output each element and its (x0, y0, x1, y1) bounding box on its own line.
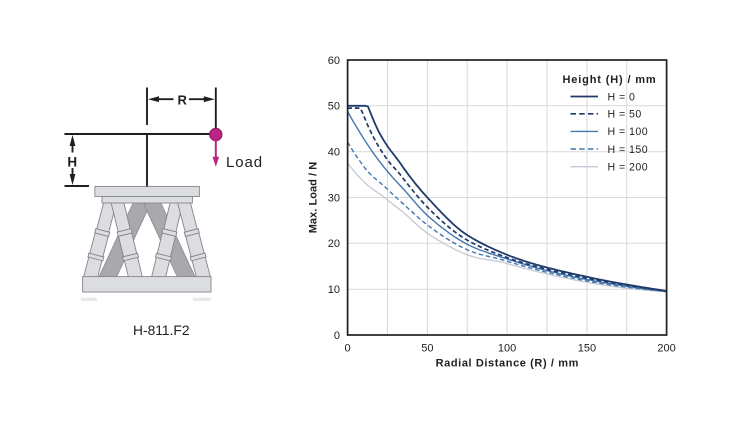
svg-text:H = 0: H = 0 (608, 91, 636, 103)
svg-text:H: H (67, 154, 77, 169)
svg-text:50: 50 (328, 101, 340, 113)
svg-text:50: 50 (421, 343, 433, 355)
svg-text:60: 60 (328, 55, 340, 67)
svg-text:150: 150 (578, 343, 596, 355)
svg-text:10: 10 (328, 284, 340, 296)
svg-text:R: R (178, 92, 188, 107)
svg-text:40: 40 (328, 147, 340, 159)
svg-text:Radial Distance (R) / mm: Radial Distance (R) / mm (436, 358, 579, 370)
svg-text:H = 200: H = 200 (608, 162, 649, 174)
svg-text:Height (H) / mm: Height (H) / mm (563, 74, 657, 86)
svg-text:H = 100: H = 100 (608, 126, 649, 138)
svg-text:20: 20 (328, 238, 340, 250)
svg-text:H = 150: H = 150 (608, 144, 649, 156)
svg-text:30: 30 (328, 192, 340, 204)
svg-text:Max. Load / N: Max. Load / N (308, 162, 320, 234)
svg-text:H-811.F2: H-811.F2 (133, 323, 190, 338)
svg-text:100: 100 (498, 343, 516, 355)
svg-text:Load: Load (226, 154, 263, 171)
svg-text:0: 0 (334, 330, 340, 342)
svg-text:0: 0 (345, 343, 351, 355)
svg-text:200: 200 (657, 343, 675, 355)
svg-text:H = 50: H = 50 (608, 109, 642, 121)
